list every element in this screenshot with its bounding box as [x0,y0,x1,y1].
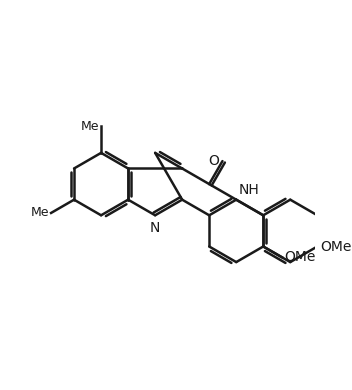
Text: Me: Me [81,120,100,133]
Text: O: O [208,154,219,168]
Text: NH: NH [239,183,259,197]
Text: N: N [150,221,160,235]
Text: Me: Me [31,206,50,220]
Text: OMe: OMe [285,250,316,264]
Text: OMe: OMe [321,240,352,254]
